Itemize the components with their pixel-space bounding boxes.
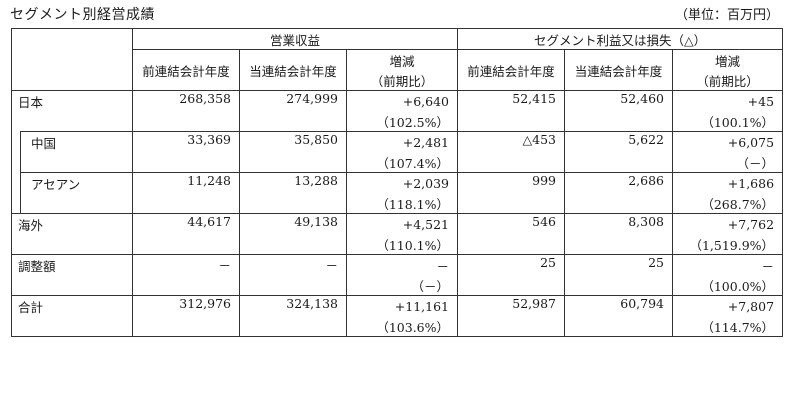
revenue-prev: 312,976 [132, 295, 240, 337]
revenue-prev: － [132, 254, 240, 296]
profit-change: +6,075 [672, 131, 784, 152]
header-curr-year: 当連結会計年度 [239, 49, 347, 91]
row-label: 合計 [11, 295, 133, 316]
profit-prev: 25 [457, 254, 566, 296]
header-row-3: （前期比） （前期比） [12, 70, 784, 91]
revenue-change: +2,481 [345, 131, 459, 152]
profit-prev: 546 [457, 213, 566, 255]
revenue-ratio: （103.6%） [345, 316, 459, 337]
profit-curr: 5,622 [564, 131, 674, 173]
revenue-curr: 274,999 [239, 90, 347, 132]
revenue-change: +11,161 [345, 295, 459, 316]
table-row: 調整額 － － － 25 25 － [11, 254, 784, 296]
revenue-prev: 268,358 [132, 90, 240, 132]
revenue-curr: 324,138 [239, 295, 347, 337]
revenue-curr: 13,288 [239, 172, 347, 214]
profit-change: － [672, 254, 784, 275]
profit-ratio: （268.7%） [672, 193, 784, 214]
revenue-curr: － [239, 254, 347, 296]
table-row: 合計 312,976 324,138 +11,161 52,987 60,794… [11, 295, 784, 337]
revenue-curr: 49,138 [239, 213, 347, 255]
header-change: 増減 [345, 49, 459, 70]
revenue-ratio: （107.4%） [345, 152, 459, 173]
header-revenue: 営業収益 [131, 28, 459, 50]
profit-prev: 52,987 [457, 295, 566, 337]
revenue-change: +2,039 [345, 172, 459, 193]
revenue-ratio: （－） [345, 275, 459, 296]
profit-ratio: （114.7%） [672, 316, 784, 337]
header-corner [11, 28, 133, 91]
header-ratio: （前期比） [345, 70, 459, 91]
table-row: （118.1%） （268.7%） [12, 193, 784, 214]
header-segment-profit: セグメント利益又は損失（△） [457, 28, 784, 50]
revenue-ratio: （102.5%） [345, 111, 459, 132]
revenue-change: +4,521 [345, 213, 459, 234]
profit-curr: 52,460 [564, 90, 674, 132]
profit-curr: 60,794 [564, 295, 674, 337]
revenue-ratio: （118.1%） [345, 193, 459, 214]
table-row: （110.1%） （1,519.9%） [11, 234, 784, 255]
profit-change: +7,762 [672, 213, 784, 234]
profit-ratio: （－） [672, 152, 784, 173]
row-label: 中国 [20, 131, 133, 152]
table-row: （－） （100.0%） [11, 275, 784, 296]
table-row: （103.6%） （114.7%） [11, 316, 784, 337]
profit-change: +7,807 [672, 295, 784, 316]
profit-prev: △453 [457, 131, 566, 173]
profit-ratio: （100.0%） [672, 275, 784, 296]
row-label: 調整額 [11, 254, 133, 275]
revenue-ratio: （110.1%） [345, 234, 459, 255]
table-row: アセアン 11,248 13,288 +2,039 999 2,686 +1,6… [12, 172, 784, 214]
header-curr-year: 当連結会計年度 [564, 49, 674, 91]
table-row: 海外 44,617 49,138 +4,521 546 8,308 +7,762 [11, 213, 784, 255]
profit-curr: 2,686 [564, 172, 674, 214]
page-title: セグメント別経営成績 [10, 7, 155, 23]
header-row-1: 営業収益 セグメント利益又は損失（△） [11, 28, 784, 91]
table-row: （102.5%） （100.1%） [11, 111, 784, 132]
profit-prev: 52,415 [457, 90, 566, 132]
profit-change: +45 [672, 90, 784, 111]
revenue-change: － [345, 254, 459, 275]
segment-results-table: 営業収益 セグメント利益又は損失（△） 前連結会計年度 当連結会計年度 増減 前… [11, 28, 784, 337]
overseas-indent [11, 131, 21, 214]
table-row: （107.4%） （－） [12, 152, 784, 173]
header-ratio: （前期比） [672, 70, 784, 91]
header-change: 増減 [672, 49, 784, 70]
revenue-prev: 11,248 [132, 172, 240, 214]
revenue-change: +6,640 [345, 90, 459, 111]
header-prev-year: 前連結会計年度 [457, 49, 566, 91]
revenue-prev: 33,369 [132, 131, 240, 173]
profit-change: +1,686 [672, 172, 784, 193]
row-label: 海外 [11, 213, 133, 234]
row-label: アセアン [20, 172, 133, 193]
profit-ratio: （1,519.9%） [672, 234, 784, 255]
profit-prev: 999 [457, 172, 566, 214]
profit-ratio: （100.1%） [672, 111, 784, 132]
revenue-prev: 44,617 [132, 213, 240, 255]
profit-curr: 8,308 [564, 213, 674, 255]
table-row: 日本 268,358 274,999 +6,640 52,415 52,460 … [11, 90, 784, 132]
revenue-curr: 35,850 [239, 131, 347, 173]
profit-curr: 25 [564, 254, 674, 296]
header-prev-year: 前連結会計年度 [132, 49, 240, 91]
row-label: 日本 [11, 90, 133, 111]
unit-label: （単位：百万円） [674, 8, 779, 23]
table-row: 中国 33,369 35,850 +2,481 △453 5,622 +6,07… [11, 131, 784, 214]
